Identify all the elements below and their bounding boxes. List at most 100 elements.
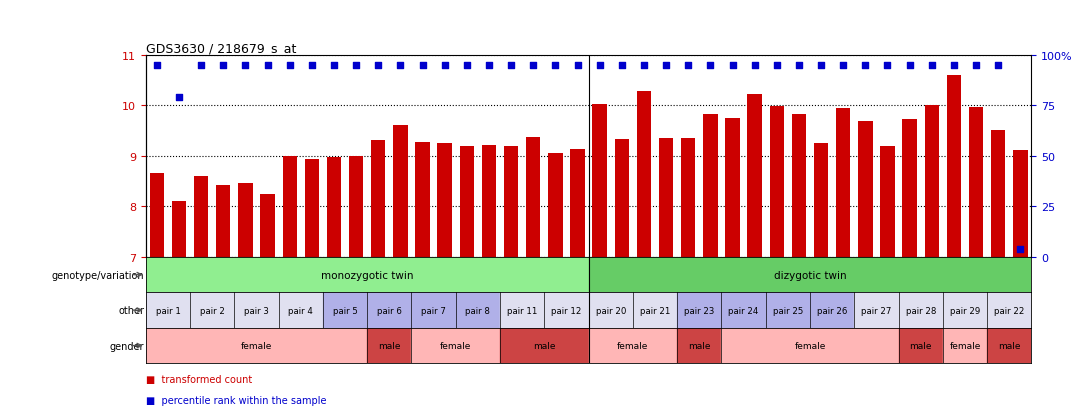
Point (613, 62, 631, 69)
Bar (899, 328, 943, 363)
Bar (239, 184, 253, 257)
Text: female: female (949, 341, 981, 350)
Text: female: female (241, 341, 272, 350)
Bar (854, 293, 899, 328)
Text: male: male (998, 341, 1021, 350)
Text: pair 12: pair 12 (551, 306, 582, 315)
Point (968, 62, 985, 69)
Point (569, 62, 586, 69)
Bar (190, 293, 234, 328)
Bar (194, 177, 208, 257)
Text: pair 8: pair 8 (465, 306, 490, 315)
Bar (859, 121, 873, 257)
Bar (146, 293, 190, 328)
Bar (792, 115, 806, 257)
Point (945, 62, 962, 69)
Bar (544, 293, 589, 328)
Point (856, 62, 874, 69)
Point (812, 62, 829, 69)
Text: pair 29: pair 29 (949, 306, 981, 315)
Text: pair 23: pair 23 (684, 306, 715, 315)
Point (237, 62, 254, 69)
Text: male: male (378, 341, 401, 350)
Bar (305, 160, 319, 257)
Point (546, 62, 564, 69)
Bar (437, 144, 451, 257)
Point (635, 62, 652, 69)
Text: ■  transformed count: ■ transformed count (146, 374, 252, 384)
Point (392, 62, 409, 69)
Point (768, 62, 785, 69)
Text: pair 5: pair 5 (333, 306, 357, 315)
Bar (456, 293, 500, 328)
Bar (903, 120, 917, 257)
Bar (969, 108, 983, 257)
Bar (260, 194, 274, 257)
Text: genotype/variation: genotype/variation (52, 270, 144, 280)
Point (1012, 246, 1029, 252)
Bar (504, 147, 518, 257)
Point (192, 62, 210, 69)
Point (702, 62, 719, 69)
Bar (747, 95, 761, 257)
Bar (814, 144, 828, 257)
Point (989, 62, 1007, 69)
Text: monozygotic twin: monozygotic twin (321, 270, 414, 280)
Bar (589, 293, 633, 328)
Text: pair 27: pair 27 (861, 306, 892, 315)
Point (348, 62, 365, 69)
Text: pair 22: pair 22 (994, 306, 1025, 315)
Text: female: female (617, 341, 649, 350)
Bar (681, 139, 696, 257)
Bar (899, 293, 943, 328)
Bar (637, 92, 651, 257)
Bar (570, 150, 584, 257)
Text: other: other (118, 305, 144, 316)
Bar (367, 293, 411, 328)
Bar (721, 328, 899, 363)
Point (901, 62, 918, 69)
Text: GDS3630 / 218679_s_at: GDS3630 / 218679_s_at (146, 42, 296, 55)
Bar (943, 328, 987, 363)
Point (724, 62, 741, 69)
Bar (372, 140, 386, 257)
Point (436, 62, 454, 69)
Bar (234, 293, 279, 328)
Bar (615, 140, 629, 257)
Bar (283, 157, 297, 257)
Point (259, 62, 276, 69)
Bar (411, 328, 500, 363)
Bar (549, 154, 563, 257)
Bar (393, 125, 407, 257)
Bar (146, 257, 589, 293)
Point (148, 62, 165, 69)
Point (481, 62, 498, 69)
Text: pair 21: pair 21 (639, 306, 671, 315)
Bar (726, 119, 740, 257)
Text: female: female (794, 341, 826, 350)
Bar (593, 105, 607, 257)
Text: pair 25: pair 25 (772, 306, 804, 315)
Bar (146, 328, 367, 363)
Bar (633, 293, 677, 328)
Point (835, 62, 852, 69)
Bar (703, 115, 717, 257)
Bar (460, 147, 474, 257)
Point (281, 62, 298, 69)
Bar (500, 293, 544, 328)
Point (303, 62, 321, 69)
Text: pair 26: pair 26 (816, 306, 848, 315)
Point (325, 62, 342, 69)
Bar (589, 257, 1031, 293)
Point (879, 62, 896, 69)
Text: pair 3: pair 3 (244, 306, 269, 315)
Text: gender: gender (109, 341, 144, 351)
Text: pair 11: pair 11 (507, 306, 538, 315)
Bar (349, 157, 363, 257)
Bar (677, 328, 721, 363)
Bar (279, 293, 323, 328)
Bar (367, 328, 411, 363)
Bar (416, 142, 430, 257)
Point (525, 62, 542, 69)
Bar (172, 202, 186, 257)
